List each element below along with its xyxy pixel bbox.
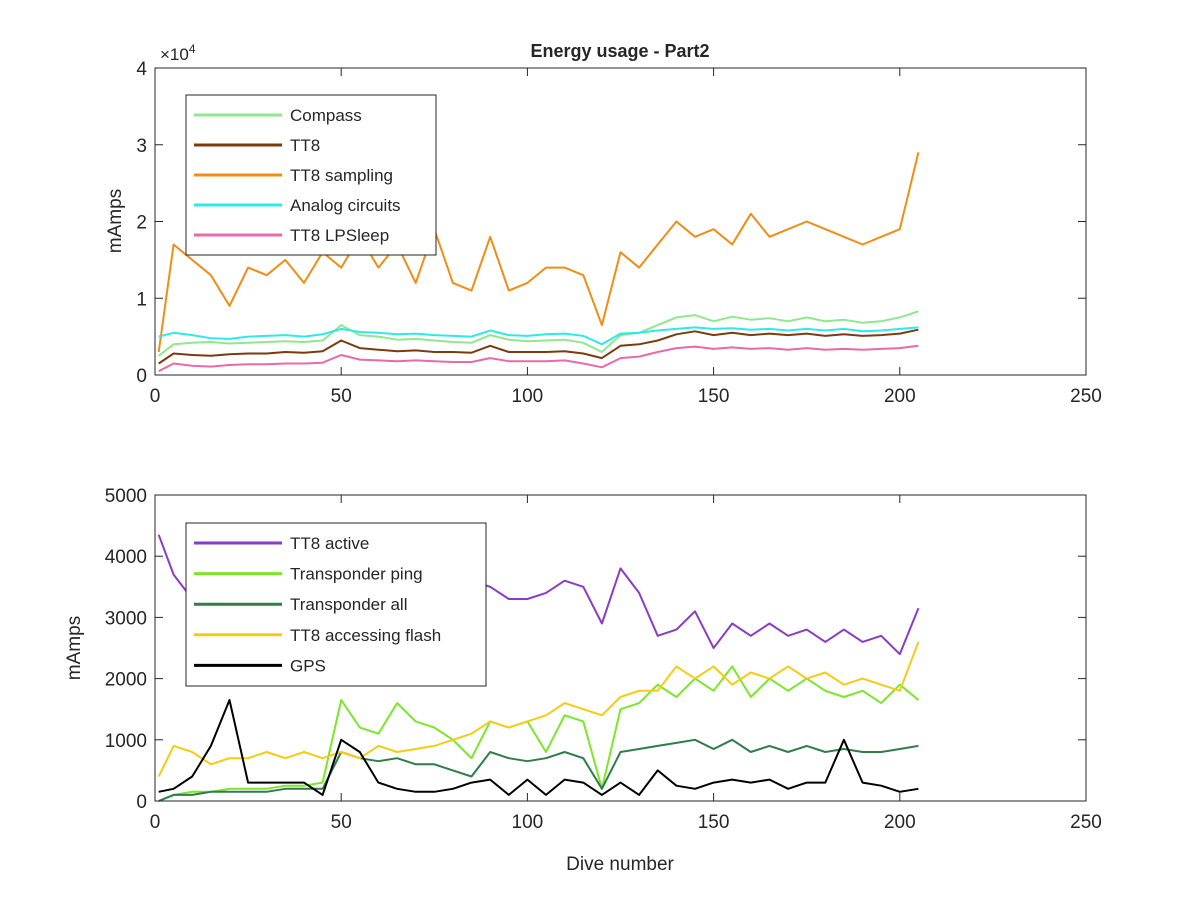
y-tick-label: 5000 — [105, 486, 147, 507]
top-chart-legend: Compass TT8 TT8 sampling Analog circuits TT8… — [185, 94, 437, 256]
x-tick-label: 250 — [1070, 386, 1102, 407]
legend-entry: Transponder all — [290, 595, 408, 614]
series-line-bottom-4 — [158, 699, 919, 796]
legend-entry: Analog circuits — [290, 196, 401, 215]
bottom-chart-legend: TT8 active Transponder ping Transponder al… — [185, 522, 487, 687]
x-tick-label: 200 — [884, 812, 916, 833]
legend-entry: TT8 LPSleep — [290, 226, 389, 245]
legend-entry: TT8 active — [290, 534, 369, 553]
y-tick-label: 1 — [136, 289, 147, 310]
legend-entry: TT8 accessing flash — [290, 626, 441, 645]
x-tick-label: 250 — [1070, 812, 1102, 833]
top-chart: Energy usage - Part2 ×104 mAmps 0 50 100 15… — [105, 41, 1102, 407]
y-tick-label: 4000 — [105, 547, 147, 568]
top-chart-exponent-power: 4 — [189, 42, 196, 56]
axes-box — [154, 494, 1087, 802]
x-tick-label: 100 — [512, 386, 544, 407]
series-line-bottom-2 — [158, 738, 919, 802]
x-tick-label: 150 — [698, 812, 730, 833]
series-line-bottom-3 — [157, 641, 920, 777]
legend-entry: Compass — [290, 106, 362, 125]
x-tick-label: 200 — [884, 386, 916, 407]
top-chart-series-group — [157, 152, 920, 373]
x-tick-label: 0 — [150, 812, 161, 833]
y-tick-label: 2000 — [105, 670, 147, 691]
y-tick-label: 3000 — [105, 608, 147, 629]
legend-entry: TT8 sampling — [290, 166, 393, 185]
series-line-top-0 — [158, 310, 919, 357]
top-chart-exponent-base: ×10 — [160, 45, 189, 64]
top-chart-ylabel: mAmps — [105, 189, 126, 253]
bottom-chart-ylabel: mAmps — [64, 616, 85, 680]
series-line-top-3 — [158, 326, 919, 346]
legend-entry: TT8 — [290, 136, 320, 155]
y-tick-label: 1000 — [105, 731, 147, 752]
series-line-top-2 — [157, 152, 920, 353]
y-tick-label: 0 — [136, 792, 147, 813]
series-line-bottom-1 — [158, 665, 920, 802]
y-tick-label: 4 — [136, 59, 147, 80]
y-tick-label: 3 — [136, 136, 147, 157]
series-line-top-4 — [158, 344, 919, 373]
legend-entry: Transponder ping — [290, 565, 423, 584]
bottom-chart-xlabel: Dive number — [566, 854, 674, 875]
x-tick-label: 50 — [331, 812, 352, 833]
x-tick-label: 0 — [150, 386, 161, 407]
x-tick-label: 100 — [512, 812, 544, 833]
top-chart-axes: 0 50 100 150 200 250 0 1 2 3 4 — [136, 59, 1101, 407]
x-tick-label: 50 — [331, 386, 352, 407]
bottom-chart: mAmps Dive number 0 50 100 150 200 250 0 1000 20… — [64, 486, 1102, 875]
legend-entry: GPS — [290, 656, 326, 675]
bottom-chart-axes: 0 50 100 150 200 250 0 1000 2000 3000 4000 5000 — [105, 486, 1102, 833]
top-chart-title: Energy usage - Part2 — [530, 41, 709, 61]
x-tick-label: 150 — [698, 386, 730, 407]
series-line-top-1 — [158, 328, 919, 365]
top-chart-exponent-label: ×104 — [160, 42, 196, 64]
y-tick-label: 0 — [136, 366, 147, 387]
y-tick-label: 2 — [136, 213, 147, 234]
